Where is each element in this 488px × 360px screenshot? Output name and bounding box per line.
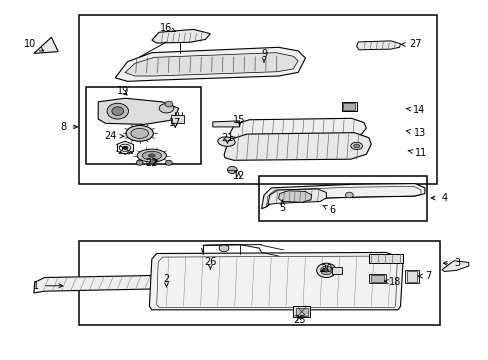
Ellipse shape — [159, 104, 173, 113]
Polygon shape — [368, 274, 385, 283]
Ellipse shape — [353, 144, 359, 148]
Polygon shape — [343, 103, 354, 110]
Text: 5: 5 — [279, 200, 285, 213]
Text: 2: 2 — [163, 274, 169, 287]
Polygon shape — [293, 306, 310, 317]
Text: 20: 20 — [320, 264, 332, 274]
Polygon shape — [149, 252, 402, 310]
Ellipse shape — [122, 146, 127, 149]
Polygon shape — [267, 189, 326, 204]
Polygon shape — [224, 133, 370, 160]
Text: 10: 10 — [24, 39, 43, 51]
Text: 17: 17 — [169, 118, 181, 128]
Text: 27: 27 — [401, 40, 421, 49]
Bar — [86, 87, 200, 164]
Text: 7: 7 — [417, 271, 430, 281]
Text: 9: 9 — [261, 49, 266, 62]
Ellipse shape — [136, 160, 143, 165]
Text: 16: 16 — [160, 23, 175, 33]
Polygon shape — [278, 191, 311, 202]
Bar — [79, 15, 436, 184]
Text: 23: 23 — [117, 146, 132, 156]
Text: 19: 19 — [116, 86, 128, 96]
Text: 15: 15 — [233, 115, 245, 125]
Ellipse shape — [217, 137, 235, 147]
Text: 14: 14 — [405, 105, 425, 115]
Polygon shape — [295, 308, 307, 316]
Text: 24: 24 — [104, 131, 123, 141]
Text: 13: 13 — [406, 129, 426, 138]
Text: 18: 18 — [384, 277, 400, 287]
Bar — [79, 241, 439, 325]
Ellipse shape — [142, 151, 161, 160]
Ellipse shape — [112, 107, 123, 116]
Bar — [259, 176, 427, 221]
Ellipse shape — [350, 142, 362, 149]
Polygon shape — [331, 267, 341, 274]
Text: 25: 25 — [292, 315, 305, 325]
Text: 21: 21 — [221, 133, 233, 143]
Polygon shape — [152, 30, 210, 43]
Polygon shape — [229, 118, 366, 139]
Polygon shape — [212, 121, 239, 127]
Ellipse shape — [126, 126, 153, 141]
Polygon shape — [115, 47, 305, 81]
Ellipse shape — [227, 166, 237, 174]
Text: 22: 22 — [145, 158, 158, 168]
Polygon shape — [34, 275, 193, 293]
Polygon shape — [341, 102, 356, 111]
Polygon shape — [370, 275, 383, 282]
Polygon shape — [98, 98, 178, 125]
Ellipse shape — [165, 160, 172, 165]
Ellipse shape — [324, 269, 328, 272]
Ellipse shape — [131, 129, 148, 138]
Text: 11: 11 — [407, 148, 426, 158]
Text: 26: 26 — [204, 257, 216, 270]
Polygon shape — [405, 270, 418, 283]
Text: 6: 6 — [322, 205, 335, 216]
Ellipse shape — [320, 266, 331, 275]
Text: 1: 1 — [33, 281, 62, 291]
Ellipse shape — [148, 154, 155, 157]
Polygon shape — [125, 53, 298, 76]
Ellipse shape — [164, 101, 172, 107]
Polygon shape — [356, 41, 400, 50]
Ellipse shape — [137, 149, 166, 162]
Polygon shape — [34, 37, 58, 53]
Polygon shape — [171, 115, 183, 123]
Ellipse shape — [107, 103, 128, 119]
Ellipse shape — [316, 263, 335, 278]
Text: 8: 8 — [60, 122, 77, 132]
Polygon shape — [368, 253, 402, 263]
Text: 4: 4 — [430, 193, 447, 203]
Polygon shape — [261, 184, 424, 209]
Ellipse shape — [219, 244, 228, 252]
Ellipse shape — [345, 192, 352, 198]
Text: 3: 3 — [443, 258, 460, 268]
Polygon shape — [441, 261, 468, 271]
Text: 12: 12 — [232, 171, 244, 181]
